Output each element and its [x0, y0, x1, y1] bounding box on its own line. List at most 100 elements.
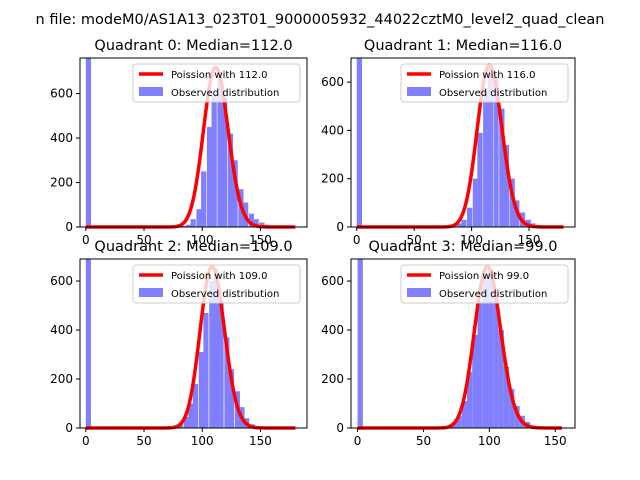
y-tick-label: 400: [50, 131, 73, 145]
hist-bar: [461, 401, 467, 428]
x-tick-label: 100: [191, 233, 214, 247]
hist-bar: [499, 108, 505, 227]
hist-bar: [472, 334, 478, 428]
hist-bar: [192, 383, 199, 428]
subplot-quadrant-2: Quadrant 2: Median=109.0 0 50 100 150 0 200 40…: [50, 239, 308, 448]
hist-bar: [467, 207, 473, 227]
y-tick-label: 200: [321, 372, 344, 386]
hist-bar: [190, 219, 196, 227]
x-tick-label: 150: [518, 233, 541, 247]
x-tick-label: 100: [460, 233, 483, 247]
hist-bar: [201, 171, 207, 227]
legend-fit-label: Poission with 109.0: [171, 271, 267, 282]
plot-title: Quadrant 3: Median=99.0: [369, 239, 558, 255]
y-tick-label: 400: [321, 123, 344, 137]
axes-frame: [350, 258, 576, 429]
hist-bar: [206, 126, 213, 227]
hist-bar: [253, 219, 259, 227]
y-tick-label: 600: [50, 87, 73, 101]
x-tick-label: 100: [478, 434, 501, 448]
legend: Poission with 109.0 Observed distribution: [132, 264, 301, 304]
hist-bar: [509, 178, 515, 227]
hist-bar: [356, 58, 363, 227]
x-tick-label: 0: [354, 434, 362, 448]
hist-bar: [456, 223, 462, 227]
legend-box: [132, 63, 301, 103]
legend: Poission with 112.0 Observed distribution: [132, 63, 301, 103]
legend-hist-swatch: [139, 288, 163, 297]
hist-bar: [493, 290, 499, 428]
hist-bar: [217, 80, 223, 227]
legend: Poission with 99.0 Observed distribution: [400, 264, 569, 304]
hist-bar: [483, 91, 489, 227]
y-tick-label: 0: [336, 220, 344, 234]
x-tick-label: 0: [353, 233, 361, 247]
subplot-quadrant-1: Quadrant 1: Median=116.0 0 50 100 150 0 200 40…: [321, 38, 576, 247]
y-tick-label: 0: [65, 220, 73, 234]
x-tick-label: 0: [82, 233, 90, 247]
hist-bar: [461, 219, 467, 227]
hist-bar: [456, 415, 462, 428]
hist-bar: [477, 132, 483, 227]
hist-bar: [493, 74, 499, 228]
suptitle: n file: modeM0/AS1A13_023T01_9000005932_…: [36, 12, 605, 28]
hist-bar: [472, 178, 479, 227]
subplot-quadrant-3: Quadrant 3: Median=99.0 0 50 100 150 0 200 400…: [321, 239, 576, 448]
legend-fit-label: Poission with 99.0: [439, 271, 529, 282]
hist-bar: [482, 276, 489, 428]
axes-frame: [79, 258, 308, 429]
legend-fit-label: Poission with 112.0: [171, 70, 267, 81]
hist-bar: [509, 388, 515, 428]
hist-bar: [85, 259, 91, 428]
hist-bar: [227, 133, 234, 227]
x-tick-label: 0: [82, 434, 90, 448]
y-tick-label: 400: [50, 323, 73, 337]
hist-bar: [224, 337, 230, 428]
hist-bar: [488, 268, 494, 428]
legend-hist-label: Observed distribution: [439, 289, 547, 300]
y-tick-label: 600: [321, 274, 344, 288]
legend-hist-swatch: [407, 87, 431, 96]
hist-bar: [466, 371, 473, 428]
hist-bar: [196, 209, 202, 227]
legend-hist-swatch: [407, 288, 431, 297]
axes-frame: [79, 57, 308, 228]
y-tick-label: 200: [50, 372, 73, 386]
hist-bar: [213, 268, 219, 428]
x-tick-label: 50: [136, 233, 151, 247]
x-tick-label: 100: [191, 434, 214, 448]
axes-frame: [350, 57, 576, 228]
hist-bar: [498, 330, 504, 428]
hist-bar: [198, 352, 204, 428]
y-tick-label: 0: [336, 421, 344, 435]
hist-bar: [477, 300, 483, 428]
hist-bar: [203, 312, 209, 428]
legend-fit-label: Poission with 116.0: [439, 70, 535, 81]
hist-bar: [229, 369, 235, 428]
hist-bar: [503, 366, 510, 428]
y-tick-label: 600: [321, 75, 344, 89]
subplot-quadrant-0: Quadrant 0: Median=112.0 0 50 100 150 0 200 40…: [50, 38, 308, 247]
legend-box: [400, 264, 569, 304]
y-tick-label: 400: [321, 323, 344, 337]
hist-bar: [183, 416, 189, 428]
legend-box: [400, 63, 569, 103]
hist-bar: [188, 403, 194, 428]
hist-bar: [232, 160, 238, 227]
hist-bar: [209, 281, 215, 428]
legend-box: [132, 264, 301, 304]
hist-bar: [259, 222, 265, 227]
x-tick-label: 50: [416, 434, 431, 448]
y-tick-label: 600: [50, 274, 73, 288]
y-tick-label: 200: [50, 176, 73, 190]
x-tick-label: 150: [249, 233, 272, 247]
hist-bar: [180, 225, 186, 227]
hist-bar: [218, 300, 224, 428]
hist-bar: [503, 144, 510, 227]
plot-title: Quadrant 1: Median=116.0: [364, 38, 562, 54]
x-tick-label: 50: [136, 434, 151, 448]
y-tick-label: 0: [65, 421, 73, 435]
hist-bar: [487, 65, 493, 227]
legend-hist-label: Observed distribution: [439, 88, 547, 99]
x-tick-label: 50: [407, 233, 422, 247]
